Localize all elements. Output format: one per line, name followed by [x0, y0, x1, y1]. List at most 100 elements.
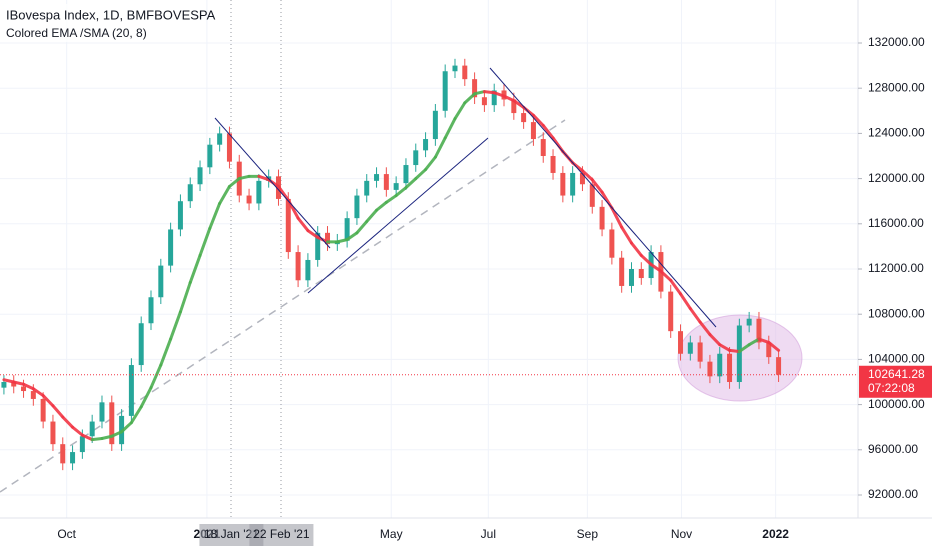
candle-body	[570, 172, 576, 196]
trend-line	[214, 117, 331, 249]
candle-body	[364, 180, 370, 196]
y-tick-label: 124000.00	[868, 126, 925, 140]
ema-segment	[365, 208, 379, 224]
candle-body	[79, 436, 85, 453]
last-price-box	[859, 365, 932, 398]
candle-body	[550, 155, 556, 173]
ema-line	[2, 90, 781, 442]
ema-segment	[296, 216, 310, 233]
candle-body	[148, 297, 154, 324]
ema-segment	[61, 415, 75, 429]
ema-segment	[767, 340, 781, 352]
x-tick-label: Jul	[481, 527, 496, 541]
candle-body	[177, 201, 183, 230]
ema-segment	[531, 113, 545, 127]
candle-body	[628, 269, 634, 286]
trend-line	[307, 137, 489, 294]
candle-body	[609, 229, 615, 258]
ema-segment	[51, 404, 65, 419]
ema-segment	[139, 386, 153, 409]
candle-body	[707, 361, 713, 377]
candle-body	[403, 165, 409, 184]
candle-body	[207, 144, 213, 168]
ema-segment	[22, 382, 35, 391]
candle-body	[21, 386, 27, 392]
chart-title: IBovespa Index, 1D, BMFBOVESPA	[6, 7, 216, 22]
candle-body	[344, 218, 350, 241]
ema-segment	[2, 378, 16, 384]
candle-body	[668, 291, 674, 332]
x-tick-label: 2022	[762, 527, 789, 541]
ema-segment	[590, 178, 604, 194]
ema-segment	[512, 99, 526, 109]
ema-segment	[463, 92, 477, 105]
ema-segment	[669, 278, 683, 296]
ema-segment	[120, 421, 133, 434]
candle-body	[452, 65, 458, 72]
grid	[0, 0, 858, 518]
ema-segment	[610, 206, 624, 229]
candle-body	[187, 184, 193, 202]
y-tick-label: 116000.00	[868, 216, 924, 230]
ema-segment	[90, 437, 104, 442]
ema-segment	[80, 433, 94, 442]
candle-body	[285, 198, 291, 253]
y-tick-label: 100000.00	[868, 397, 925, 411]
ema-segment	[129, 405, 143, 425]
indicator-label: Colored EMA /SMA (20, 8)	[6, 26, 147, 40]
x-tick-label: Nov	[671, 527, 692, 541]
ema-segment	[728, 348, 741, 353]
candle-body	[197, 167, 203, 185]
ema-segment	[404, 177, 418, 190]
candle-body	[393, 183, 399, 190]
y-tick-label: 120000.00	[868, 171, 925, 185]
ema-segment	[541, 123, 555, 140]
ema-segment	[737, 343, 751, 353]
candle-body	[89, 421, 95, 437]
ema-segment	[71, 425, 84, 437]
candle-body	[521, 113, 527, 123]
y-tick-label: 96000.00	[868, 442, 918, 456]
candle-body	[560, 172, 566, 196]
candle-body	[226, 133, 232, 162]
ema-segment	[355, 220, 369, 235]
candle-body	[217, 133, 223, 145]
ema-segment	[659, 269, 673, 282]
x-tick-label: May	[380, 527, 403, 541]
countdown-label: 07:22:08	[868, 381, 915, 395]
ema-segment	[306, 229, 320, 239]
candle-body	[374, 174, 380, 181]
ema-segment	[757, 337, 771, 344]
candle-body	[776, 357, 782, 375]
candle-body	[756, 318, 762, 343]
candle-body	[678, 331, 684, 354]
candle-body	[168, 229, 174, 266]
ema-segment	[424, 155, 437, 172]
ema-segment	[502, 94, 516, 103]
y-tick-label: 104000.00	[868, 352, 925, 366]
candle-body	[589, 184, 595, 207]
x-tick-label: Sep	[577, 527, 599, 541]
ema-segment	[384, 194, 398, 204]
candle-body	[491, 90, 497, 106]
y-tick-label: 108000.00	[868, 306, 925, 320]
legend-bg	[2, 4, 202, 42]
x-tick-label: Oct	[57, 527, 76, 541]
candle-body	[472, 79, 478, 98]
ema-segment	[708, 333, 722, 347]
ema-segment	[620, 225, 633, 245]
axes: 132000.00 128000.00 124000.00 120000.00 1160…	[0, 35, 932, 546]
candle-body	[50, 421, 56, 445]
candle-body	[413, 150, 419, 166]
candle-body	[246, 195, 252, 204]
candle-body	[766, 342, 772, 358]
ema-segment	[698, 320, 712, 337]
ema-segment	[492, 91, 506, 98]
ema-segment	[629, 241, 643, 257]
ema-segment	[482, 90, 496, 95]
candles	[1, 58, 782, 471]
candle-body	[99, 402, 105, 422]
ema-segment	[159, 337, 173, 367]
date-highlight	[199, 524, 264, 546]
ema-segment	[257, 174, 271, 182]
